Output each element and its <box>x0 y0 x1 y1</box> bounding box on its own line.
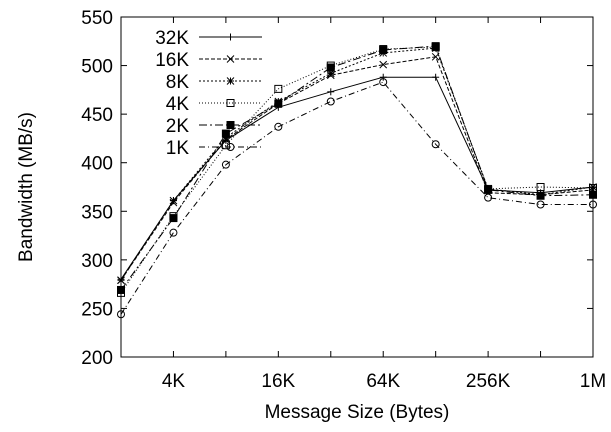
series-line <box>120 56 594 281</box>
series-32K <box>117 73 597 283</box>
data-point <box>117 276 125 285</box>
data-point <box>484 185 493 194</box>
y-tick-label: 500 <box>81 57 113 78</box>
data-point <box>274 122 283 131</box>
series-line <box>120 81 593 315</box>
data-point <box>536 200 545 209</box>
x-tick-label: 64K <box>366 371 400 392</box>
data-point <box>536 191 545 200</box>
data-point <box>274 84 283 93</box>
y-tick-label: 200 <box>81 348 113 369</box>
data-point <box>274 99 283 108</box>
legend-label: 32K <box>155 28 189 49</box>
y-tick-label: 550 <box>81 8 113 29</box>
y-tick-label: 400 <box>81 154 113 175</box>
data-point <box>169 214 178 223</box>
data-point <box>117 310 125 319</box>
legend-marker <box>226 143 235 151</box>
y-tick-label: 350 <box>81 202 113 223</box>
data-point <box>169 196 178 205</box>
series-1K <box>117 78 597 319</box>
data-point <box>431 42 440 51</box>
x-tick-label: 4K <box>162 371 186 392</box>
data-point <box>589 190 597 199</box>
y-axis-title: Bandwidth (MB/s) <box>16 112 37 262</box>
data-point <box>117 285 125 294</box>
legend-label: 2K <box>166 116 190 137</box>
data-point <box>221 141 230 150</box>
series-8K <box>117 44 597 285</box>
x-tick-label: 256K <box>466 371 511 392</box>
data-point <box>379 46 388 55</box>
series-line <box>120 46 594 294</box>
data-point <box>221 160 230 169</box>
legend-marker <box>226 55 235 63</box>
series-line <box>120 45 594 291</box>
legend-marker <box>226 121 235 129</box>
legend-label: 4K <box>166 94 190 115</box>
data-point <box>431 140 440 149</box>
data-point <box>221 129 230 138</box>
series-2K <box>117 42 597 294</box>
x-tick-label: 1M <box>580 371 606 392</box>
data-point <box>169 228 178 237</box>
data-point <box>432 73 440 81</box>
data-point <box>326 63 335 72</box>
x-axis-ticks: 4K 16K 64K 256K 1M <box>162 17 606 392</box>
data-point <box>327 88 335 96</box>
plot-frame <box>120 16 594 358</box>
y-tick-label: 450 <box>81 105 113 126</box>
legend-label: 16K <box>155 50 189 71</box>
series-4K <box>117 43 597 297</box>
data-point <box>536 183 545 191</box>
series-layer <box>117 42 597 319</box>
x-tick-label: 16K <box>261 371 295 392</box>
legend-marker <box>226 77 235 85</box>
y-tick-label: 300 <box>81 251 113 272</box>
legend-label: 1K <box>166 138 190 159</box>
data-point <box>484 193 493 202</box>
data-point <box>379 73 387 81</box>
data-point <box>379 60 388 69</box>
x-axis-title: Message Size (Bytes) <box>265 402 450 423</box>
legend-marker <box>226 99 235 107</box>
data-point <box>589 200 597 209</box>
series-16K <box>117 52 597 285</box>
y-axis-ticks: 200 250 300 350 400 450 500 550 <box>81 8 593 369</box>
legend-label: 8K <box>166 72 190 93</box>
data-point <box>379 78 388 87</box>
y-tick-label: 250 <box>81 299 113 320</box>
legend-marker <box>227 33 234 41</box>
data-point <box>326 97 335 106</box>
series-line <box>120 47 594 281</box>
